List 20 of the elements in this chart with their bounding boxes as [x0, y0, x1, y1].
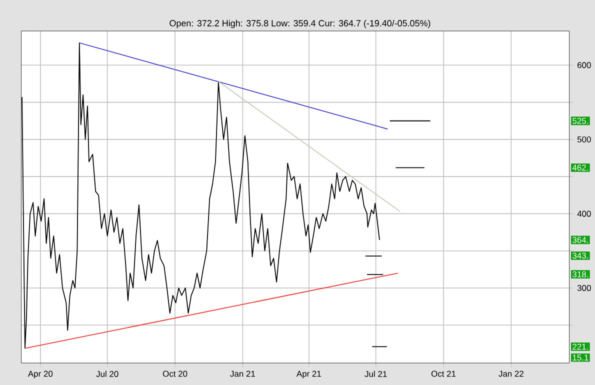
y-tick-label: 300 [577, 284, 591, 291]
y-tick-label: 600 [578, 62, 591, 68]
y-tick-label: 400 [577, 210, 591, 217]
annotation: 462. [572, 164, 588, 171]
annotation: 343. [572, 252, 588, 259]
y-tick-label: 500 [577, 136, 591, 142]
x-tick-label: Jan 22 [498, 370, 524, 377]
x-tick-label: Oct 21 [431, 370, 456, 377]
annotation: 318. [572, 271, 588, 278]
x-tick-label: Jul 20 [96, 370, 118, 377]
x-tick-label: Oct 20 [162, 370, 188, 377]
x-tick-label: Jan 21 [230, 370, 255, 377]
x-tick-label: Apr 20 [28, 370, 53, 378]
text: 15.1 [572, 354, 588, 361]
x-tick-label: Jul 21 [364, 370, 387, 377]
chart-subtitle: Open: 372.2 High: 375.8 Low: 359.4 Cur: 364.7 (-19.40/-05.05%) [170, 20, 430, 28]
x-tick-label: Apr 21 [296, 370, 321, 378]
annotation: 364. [572, 236, 588, 243]
annotation: 221. [572, 344, 588, 350]
annotation: 525. [572, 118, 588, 124]
